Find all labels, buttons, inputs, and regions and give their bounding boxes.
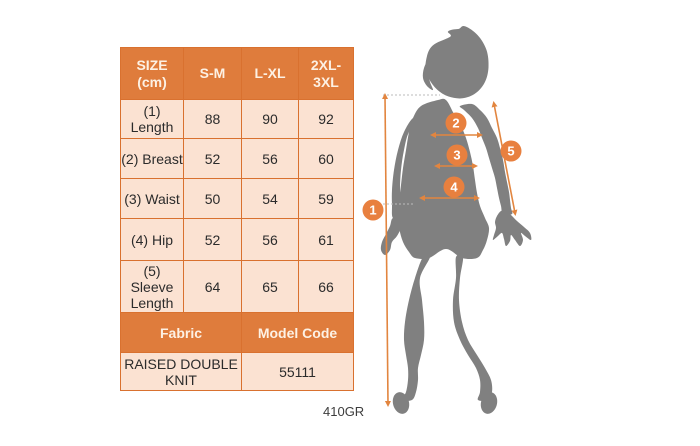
svg-text:5: 5: [507, 144, 514, 159]
svg-text:1: 1: [369, 203, 376, 218]
svg-text:4: 4: [450, 180, 458, 195]
svg-text:3: 3: [453, 148, 460, 163]
svg-text:2: 2: [452, 116, 459, 131]
